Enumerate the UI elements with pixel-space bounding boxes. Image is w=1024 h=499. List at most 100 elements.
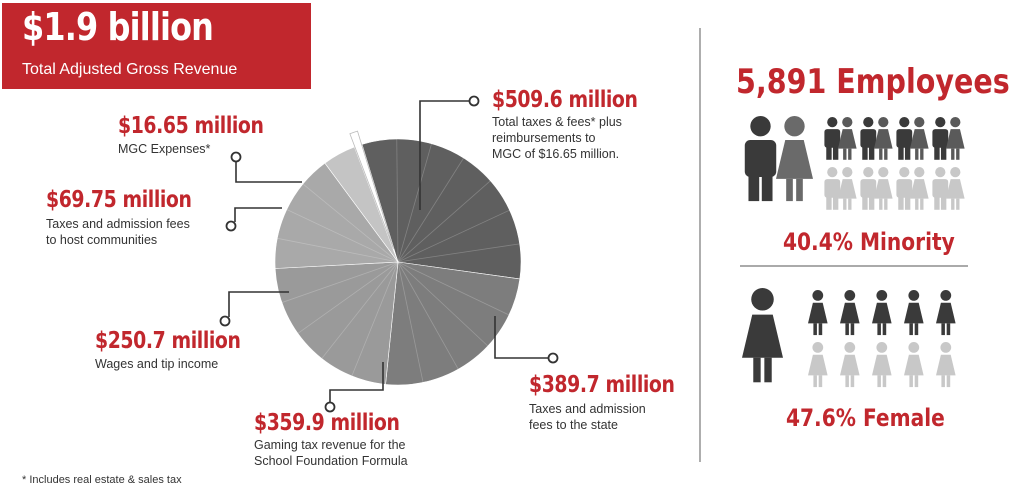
person-part: [946, 323, 951, 336]
pie-slice: [274, 261, 399, 385]
person-part: [753, 357, 761, 383]
slice-desc-state-fees: Taxes and admission fees to the state: [529, 401, 646, 433]
desc-line: fees to the state: [529, 418, 618, 432]
slice-label-wages: $250.7 million: [95, 328, 241, 354]
desc-line: MGC of $16.65 million.: [492, 147, 620, 161]
person-part: [876, 342, 888, 353]
person-part: [776, 140, 813, 179]
employees-headline: 5,891 Employees: [736, 62, 1010, 102]
leader-end-dot: [225, 220, 237, 232]
person-part: [904, 354, 924, 376]
woman-icon: [872, 342, 892, 388]
man-icon: [896, 117, 913, 160]
person-part: [882, 323, 887, 336]
person-part: [941, 323, 945, 336]
woman-icon: [840, 342, 860, 388]
person-part: [946, 179, 965, 199]
slice-facet-line: [397, 243, 520, 263]
person-part: [872, 302, 892, 324]
person-part: [904, 196, 911, 210]
person-part: [936, 302, 956, 324]
person-part: [848, 148, 852, 160]
female-label: 47.6% Female: [786, 404, 945, 432]
slice-label-host-communities: $69.75 million: [46, 187, 192, 213]
person-part: [808, 302, 828, 324]
person-part: [845, 323, 849, 336]
person-part: [934, 146, 940, 160]
woman-icon: [904, 290, 924, 336]
person-part: [940, 290, 952, 301]
person-part: [843, 148, 847, 160]
desc-line: Total taxes & fees* plus: [492, 115, 622, 129]
slice-desc-taxes-fees-total: Total taxes & fees* plus reimbursements …: [492, 114, 622, 162]
person-part: [896, 129, 913, 148]
desc-line: reimbursements to: [492, 131, 596, 145]
slice-facet-line: [397, 261, 459, 370]
person-part: [878, 117, 889, 128]
person-part: [884, 198, 888, 210]
person-part: [845, 375, 849, 388]
slice-label-mgc-expenses: $16.65 million: [118, 113, 264, 139]
leader-line-mgc-expenses: [235, 161, 302, 183]
slice-facet-line: [397, 261, 489, 347]
person-part: [898, 146, 904, 160]
woman-icon: [910, 117, 929, 160]
desc-line: School Foundation Formula: [254, 454, 408, 468]
person-part: [744, 140, 777, 178]
woman-icon: [808, 290, 828, 336]
person-part: [863, 167, 874, 178]
desc-line: MGC Expenses*: [118, 142, 211, 156]
person-part: [842, 117, 853, 128]
woman-icon: [910, 167, 929, 210]
person-part: [940, 342, 952, 353]
woman-icon: [946, 117, 965, 160]
man-icon: [896, 167, 913, 210]
person-part: [813, 323, 817, 336]
person-part: [877, 323, 881, 336]
person-part: [786, 178, 793, 202]
slice-facet-line: [397, 261, 424, 383]
person-part: [898, 196, 904, 210]
person-part: [840, 302, 860, 324]
person-part: [796, 178, 803, 202]
leader-end-dot: [219, 315, 231, 327]
person-part: [862, 146, 868, 160]
person-part: [951, 198, 955, 210]
person-part: [872, 354, 892, 376]
woman-icon: [776, 116, 813, 202]
headline-subtitle: Total Adjusted Gross Revenue: [22, 61, 238, 78]
person-part: [784, 116, 805, 137]
person-part: [936, 354, 956, 376]
slice-facet-line: [321, 261, 399, 359]
slice-facet-line: [351, 261, 399, 377]
slice-facet-line: [397, 157, 464, 263]
person-part: [751, 288, 774, 311]
slice-facet-line: [297, 261, 399, 334]
person-part: [827, 117, 838, 128]
person-part: [842, 167, 853, 178]
person-part: [818, 323, 823, 336]
person-part: [750, 116, 771, 137]
person-part: [813, 375, 817, 388]
slice-facet-line: [397, 261, 510, 316]
person-part: [910, 129, 929, 149]
person-part: [946, 129, 965, 149]
woman-icon: [946, 167, 965, 210]
slice-facet-line: [302, 183, 399, 263]
person-part: [848, 198, 852, 210]
person-part: [932, 179, 949, 198]
leader-line-state-fees: [494, 316, 549, 359]
woman-icon: [872, 290, 892, 336]
person-part: [843, 198, 847, 210]
person-part: [860, 129, 877, 148]
person-part: [935, 117, 946, 128]
person-part: [896, 179, 913, 198]
person-part: [838, 179, 857, 199]
person-part: [910, 179, 929, 199]
person-part: [899, 167, 910, 178]
person-part: [951, 148, 955, 160]
person-part: [941, 375, 945, 388]
man-icon: [824, 167, 841, 210]
leader-line-host-communities: [234, 207, 282, 222]
leader-end-dot: [230, 151, 242, 163]
